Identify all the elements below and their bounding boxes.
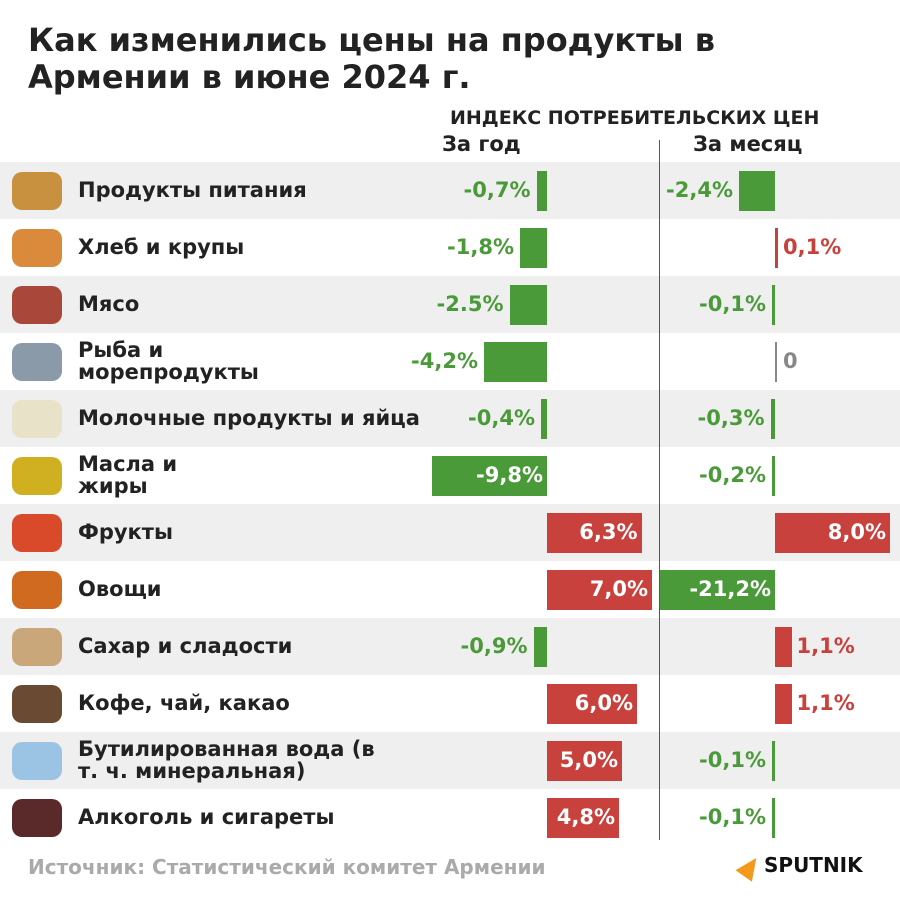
month-bar	[770, 399, 775, 439]
category-label: Мясо	[78, 292, 140, 316]
category-row: Хлеб и крупы -1,8% 0,1%	[0, 219, 900, 276]
year-bar	[541, 399, 547, 439]
food-category-icon	[12, 742, 62, 780]
category-row: Масла и жиры -9,8% -0,2%	[0, 447, 900, 504]
month-bar	[775, 684, 792, 724]
month-bar	[739, 171, 775, 211]
month-value-label: 0	[783, 349, 798, 373]
food-category-icon	[12, 628, 62, 666]
year-bar	[484, 342, 547, 382]
month-value-label: 8,0%	[827, 520, 886, 544]
category-row: Фрукты 6,3% 8,0%	[0, 504, 900, 561]
month-bar	[775, 342, 777, 382]
category-row: Кофе, чай, какао 6,0% 1,1%	[0, 675, 900, 732]
category-label: Алкоголь и сигареты	[78, 805, 335, 829]
category-label: Кофе, чай, какао	[78, 691, 290, 715]
category-label: Сахар и сладости	[78, 634, 293, 658]
category-label: Рыба и морепродукты	[78, 338, 259, 384]
month-divider-line	[659, 140, 660, 840]
month-column-header: За месяц	[693, 132, 803, 156]
year-value-label: -0,9%	[460, 634, 528, 658]
chart-title: Как изменились цены на продукты в Армени…	[28, 21, 715, 96]
month-value-label: 1,1%	[796, 634, 855, 658]
year-value-label: -2.5%	[436, 292, 504, 316]
month-bar	[772, 741, 775, 781]
year-value-label: -0,4%	[468, 406, 535, 430]
category-row: Продукты питания -0,7% -2,4%	[0, 162, 900, 219]
year-bar	[509, 285, 547, 325]
category-row: Овощи 7,0% -21,2%	[0, 561, 900, 618]
year-value-label: 5,0%	[559, 748, 618, 772]
year-value-label: 6,3%	[579, 520, 638, 544]
month-value-label: -0,1%	[699, 748, 766, 772]
category-label: Хлеб и крупы	[78, 235, 245, 259]
category-row: Молочные продукты и яйца -0,4% -0,3%	[0, 390, 900, 447]
category-label: Масла и жиры	[78, 452, 178, 498]
year-bar	[547, 570, 652, 610]
month-bar	[660, 570, 775, 610]
category-label: Бутилированная вода (в т. ч. минеральная…	[78, 737, 375, 783]
year-value-label: 4,8%	[556, 805, 615, 829]
month-value-label: -0,1%	[699, 292, 766, 316]
year-bar	[547, 798, 619, 838]
year-bar	[547, 684, 637, 724]
category-row: Рыба и морепродукты -4,2% 0	[0, 333, 900, 390]
month-value-label: -2,4%	[666, 178, 733, 202]
category-label: Овощи	[78, 577, 162, 601]
food-category-icon	[12, 457, 62, 495]
year-value-label: -0,7%	[463, 178, 531, 202]
month-bar	[772, 798, 775, 838]
month-bar	[775, 513, 890, 553]
logo-text: SPUTNIK	[764, 853, 863, 877]
year-value-label: 7,0%	[589, 577, 648, 601]
food-category-icon	[12, 400, 62, 438]
category-label: Молочные продукты и яйца	[78, 406, 420, 430]
year-bar	[547, 513, 642, 553]
month-bar	[772, 285, 775, 325]
category-row: Сахар и сладости -0,9% 1,1%	[0, 618, 900, 675]
category-label: Фрукты	[78, 520, 173, 544]
food-category-icon	[12, 229, 62, 267]
year-bar	[520, 228, 547, 268]
month-value-label: -0,3%	[697, 406, 765, 430]
food-category-icon	[12, 685, 62, 723]
month-value-label: -0,2%	[699, 463, 766, 487]
month-bar	[772, 456, 775, 496]
year-bar	[533, 627, 547, 667]
year-value-label: -1,8%	[447, 235, 514, 259]
food-category-icon	[12, 514, 62, 552]
source-note: Источник: Статистический комитет Армении	[28, 855, 546, 879]
year-column-header: За год	[442, 132, 521, 156]
category-label: Продукты питания	[78, 178, 307, 202]
food-category-icon	[12, 799, 62, 837]
year-bar	[547, 741, 622, 781]
month-value-label: 0,1%	[783, 235, 842, 259]
month-bar	[775, 627, 792, 667]
sputnik-logo-icon	[735, 851, 765, 882]
year-value-label: -9,8%	[476, 463, 543, 487]
year-value-label: 6,0%	[574, 691, 633, 715]
year-bar	[536, 171, 547, 211]
food-category-icon	[12, 286, 62, 324]
month-bar	[775, 228, 778, 268]
month-value-label: -0,1%	[699, 805, 766, 829]
food-category-icon	[12, 571, 62, 609]
category-row: Бутилированная вода (в т. ч. минеральная…	[0, 732, 900, 789]
column-group-header: ИНДЕКС ПОТРЕБИТЕЛЬСКИХ ЦЕН	[450, 107, 820, 129]
category-row: Мясо -2.5% -0,1%	[0, 276, 900, 333]
year-bar	[432, 456, 547, 496]
month-value-label: 1,1%	[796, 691, 855, 715]
sputnik-logo: SPUTNIK	[735, 851, 863, 882]
month-value-label: -21,2%	[689, 577, 771, 601]
food-category-icon	[12, 172, 62, 210]
category-row: Алкоголь и сигареты 4,8% -0,1%	[0, 789, 900, 846]
year-value-label: -4,2%	[411, 349, 478, 373]
food-category-icon	[12, 343, 62, 381]
